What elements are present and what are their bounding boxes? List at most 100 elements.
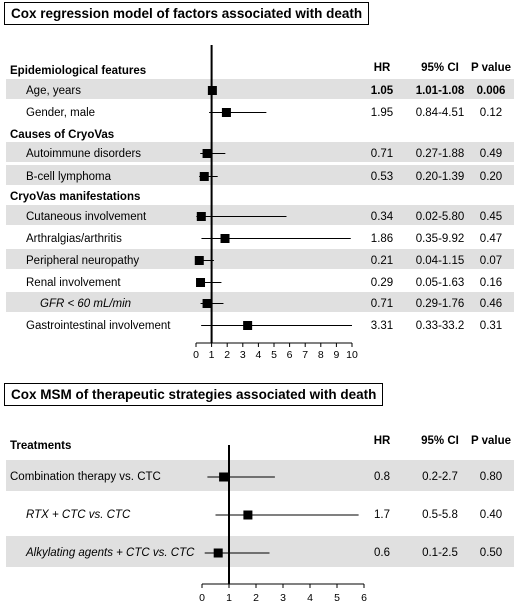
section-header: Epidemiological features xyxy=(10,64,147,77)
row-label: Autoimmune disorders xyxy=(26,147,142,160)
section-header: Causes of CryoVas xyxy=(10,128,115,141)
x-tick-label: 6 xyxy=(286,349,293,361)
hr-value: 0.53 xyxy=(370,170,394,183)
panel2-ci-header: 95% CI xyxy=(421,435,459,447)
x-tick-label: 10 xyxy=(346,349,358,361)
hr-marker xyxy=(196,212,206,221)
p-value: 0.50 xyxy=(479,547,503,559)
p-value: 0.49 xyxy=(479,147,503,160)
row-label: Combination therapy vs. CTC xyxy=(10,471,161,483)
hr-marker xyxy=(202,299,212,308)
p-value: 0.07 xyxy=(479,254,503,267)
row-label: GFR < 60 mL/min xyxy=(40,297,132,310)
hr-value: 0.21 xyxy=(370,254,394,267)
x-tick-label: 8 xyxy=(317,349,324,361)
x-tick-label: 1 xyxy=(226,592,232,604)
row-label: B-cell lymphoma xyxy=(26,170,111,183)
row-label: Age, years xyxy=(26,84,81,97)
hr-marker xyxy=(243,510,253,520)
p-value: 0.46 xyxy=(479,297,503,310)
p-value: 0.80 xyxy=(479,471,503,483)
ci-value: 0.33-33.2 xyxy=(415,319,465,332)
hr-marker xyxy=(219,472,229,482)
hr-marker xyxy=(199,172,209,181)
x-tick-label: 5 xyxy=(271,349,277,361)
x-tick-label: 3 xyxy=(280,592,286,604)
row-label: Arthralgias/arthritis xyxy=(26,232,122,245)
x-tick-label: 9 xyxy=(333,349,340,361)
panel2-hr-header: HR xyxy=(373,435,391,447)
hr-marker xyxy=(202,149,212,158)
x-tick-label: 0 xyxy=(199,592,205,604)
hr-marker xyxy=(196,278,206,287)
ci-value: 1.01-1.08 xyxy=(415,84,465,97)
ci-value: 0.02-5.80 xyxy=(415,210,465,223)
hr-marker xyxy=(243,321,253,330)
row-shading xyxy=(6,536,514,567)
row-label: Gastrointestinal involvement xyxy=(26,319,171,332)
row-shading xyxy=(6,460,514,491)
ci-value: 0.1-2.5 xyxy=(422,547,458,559)
section-header: CryoVas manifestations xyxy=(10,190,141,203)
hr-marker xyxy=(213,548,223,558)
row-shading xyxy=(6,142,514,162)
row-shading xyxy=(6,292,514,312)
panel1-title: Cox regression model of factors associat… xyxy=(4,2,370,25)
hr-value: 0.8 xyxy=(374,471,390,483)
ci-value: 0.2-2.7 xyxy=(422,471,458,483)
p-value: 0.16 xyxy=(479,276,503,289)
panel1-p-header: P value xyxy=(470,62,512,74)
panel2-title: Cox MSM of therapeutic strategies associ… xyxy=(4,383,384,406)
x-tick-label: 1 xyxy=(208,349,215,361)
ci-value: 0.29-1.76 xyxy=(415,297,465,310)
x-tick-label: 4 xyxy=(307,592,313,604)
p-value: 0.40 xyxy=(479,509,503,521)
row-label: Cutaneous involvement xyxy=(26,210,147,223)
hr-value: 0.34 xyxy=(370,210,394,223)
ci-value: 0.84-4.51 xyxy=(415,106,465,119)
hr-value: 3.31 xyxy=(370,319,394,332)
hr-value: 0.71 xyxy=(370,147,394,160)
row-label: Renal involvement xyxy=(26,276,121,289)
row-shading xyxy=(6,165,514,185)
hr-value: 0.71 xyxy=(370,297,394,310)
section-header: Treatments xyxy=(10,440,72,452)
x-tick-label: 6 xyxy=(361,592,367,604)
panel1-ci-header: 95% CI xyxy=(421,62,459,74)
ci-value: 0.27-1.88 xyxy=(415,147,465,160)
x-tick-label: 2 xyxy=(253,592,259,604)
row-label: Peripheral neuropathy xyxy=(26,254,140,267)
x-tick-label: 5 xyxy=(334,592,340,604)
hr-marker xyxy=(220,234,230,243)
panel2-p-header: P value xyxy=(470,435,512,447)
x-tick-label: 2 xyxy=(224,349,231,361)
p-value: 0.20 xyxy=(479,170,503,183)
ci-value: 0.5-5.8 xyxy=(422,509,458,521)
hr-value: 1.95 xyxy=(370,106,394,119)
p-value: 0.31 xyxy=(479,319,503,332)
p-value: 0.45 xyxy=(479,210,503,223)
panel1-hr-header: HR xyxy=(373,62,391,74)
p-value: 0.12 xyxy=(479,106,503,119)
hr-value: 0.29 xyxy=(370,276,394,289)
x-tick-label: 7 xyxy=(302,349,309,361)
row-label: Alkylating agents + CTC vs. CTC xyxy=(26,547,195,559)
row-label: RTX + CTC vs. CTC xyxy=(26,509,131,521)
ci-value: 0.35-9.92 xyxy=(415,232,465,245)
p-value: 0.006 xyxy=(476,84,506,97)
hr-value: 0.6 xyxy=(374,547,390,559)
row-shading xyxy=(6,79,514,99)
ci-value: 0.20-1.39 xyxy=(415,170,465,183)
x-tick-label: 3 xyxy=(239,349,246,361)
hr-value: 1.05 xyxy=(370,84,394,97)
ci-value: 0.05-1.63 xyxy=(415,276,465,289)
ci-value: 0.04-1.15 xyxy=(415,254,465,267)
hr-value: 1.86 xyxy=(370,232,394,245)
x-tick-label: 4 xyxy=(255,349,262,361)
row-shading xyxy=(6,249,514,269)
hr-marker xyxy=(194,256,204,265)
x-tick-label: 0 xyxy=(193,349,199,361)
row-shading xyxy=(6,205,514,225)
hr-value: 1.7 xyxy=(374,509,390,521)
